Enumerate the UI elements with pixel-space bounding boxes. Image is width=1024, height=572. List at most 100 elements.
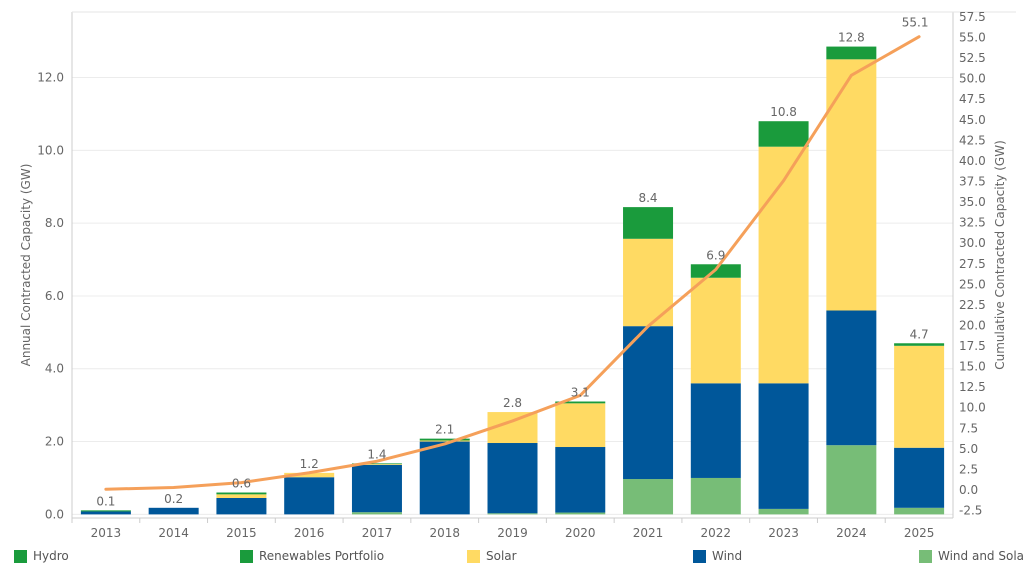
bar-segment[interactable] [80,510,131,512]
total-label: 2.1 [435,423,454,437]
total-label: 6.9 [706,248,725,262]
bar-segment[interactable] [894,507,945,515]
bars [80,46,945,515]
bar-segment[interactable] [216,494,267,498]
x-tick-label: 2024 [836,526,867,540]
x-tick-label: 2019 [497,526,528,540]
bar-segment[interactable] [419,438,470,441]
legend-item[interactable]: Solar [467,548,517,564]
y-tick-label: 4.0 [45,362,64,376]
bar-segment[interactable] [894,345,945,448]
y-right-tick-label: 30.0 [959,236,986,250]
y-tick-label: 2.0 [45,435,64,449]
total-label: 4.7 [910,327,929,341]
legend: Hydro Renewables Portfolio Solar Wind Wind a… [0,544,1024,568]
legend-item[interactable]: Wind [693,548,742,564]
x-tick-label: 2015 [226,526,257,540]
x-tick-label: 2014 [158,526,189,540]
bar-segment[interactable] [80,511,131,515]
bar-segment[interactable] [487,513,538,515]
x-tick-label: 2018 [429,526,460,540]
bar-segment[interactable] [826,445,877,515]
legend-label: Renewables Portfolio [259,549,385,563]
y-right-tick-label: 17.5 [959,339,986,353]
y-tick-label: 12.0 [37,71,64,85]
y-right-tick-label: 50.0 [959,72,986,86]
legend-label: Hydro [33,549,69,563]
y-right-tick-label: 42.5 [959,133,986,147]
legend-label: Solar [486,549,517,563]
total-label: 12.8 [838,31,865,45]
bar-segment[interactable] [555,447,606,513]
bar-segment[interactable] [826,46,877,60]
legend-swatch [240,549,253,563]
bar-segment[interactable] [623,479,674,515]
bar-segment[interactable] [758,121,809,147]
x-tick-label: 2021 [633,526,664,540]
bar-segment[interactable] [284,477,335,515]
legend-item[interactable]: Renewables Portfolio [240,548,384,564]
gridlines [72,77,953,515]
bar-segment[interactable] [216,497,267,515]
bar-segment[interactable] [351,464,402,513]
cumulative-line-path[interactable] [104,35,921,491]
legend-swatch [693,549,706,563]
legend-label: Wind [712,549,743,563]
bar-segment[interactable] [419,440,470,442]
total-label: 8.4 [638,191,657,205]
total-label: 0.1 [96,494,115,508]
bar-segment[interactable] [758,508,809,515]
bar-segment[interactable] [555,403,606,448]
y-right-tick-label: 25.0 [959,277,986,291]
y-right-tick-label: 57.5 [959,10,986,24]
bar-segment[interactable] [623,326,674,480]
y-right-tick-label: 0.0 [959,483,978,497]
legend-item[interactable]: Hydro [14,548,69,564]
y-right-tick-label: 47.5 [959,92,986,106]
y-tick-label: 8.0 [45,216,64,230]
bar-segment[interactable] [826,59,877,311]
bar-segment[interactable] [826,310,877,446]
bar-segment[interactable] [690,477,741,515]
y-axis-right-title: Cumulative Contracted Capacity (GW) [993,140,1007,370]
bar-segment[interactable] [623,207,674,239]
bar-segment[interactable] [690,277,741,384]
bar-segment[interactable] [758,383,809,509]
y-right-tick-label: 27.5 [959,257,986,271]
bar-segment[interactable] [351,464,402,465]
bar-segment[interactable] [351,512,402,515]
bar-segment[interactable] [894,343,945,346]
total-label: 0.2 [164,492,183,506]
bar-segment[interactable] [216,492,267,495]
y-right-tick-label: 20.0 [959,318,986,332]
y-right-tick-label: 15.0 [959,360,986,374]
y-right-tick-label: 35.0 [959,195,986,209]
bar-segment[interactable] [894,447,945,508]
bar-segment[interactable] [487,443,538,514]
x-tick-label: 2017 [362,526,393,540]
y-right-tick-label: 52.5 [959,51,986,65]
bar-segment[interactable] [555,401,606,404]
legend-swatch [467,549,480,563]
bar-segment[interactable] [690,383,741,478]
y-right-tick-label: 2.5 [959,462,978,476]
y-right-tick-label: 10.0 [959,401,986,415]
x-tick-label: 2016 [294,526,325,540]
bar-segment[interactable] [148,507,199,515]
bar-segment[interactable] [419,441,470,515]
legend-label: Wind and Solar [938,549,1024,563]
legend-item[interactable]: Wind and Solar [919,548,1024,564]
data-labels: 0.1 0.2 0.6 1.2 1.4 2.1 2.8 3.1 8.4 6.9 10.8 12.8 4.… [96,16,928,509]
y-right-tick-label: 40.0 [959,154,986,168]
y-right-tick-label: -2.5 [959,504,982,518]
total-label: 10.8 [770,105,797,119]
y-right-tick-label: 55.0 [959,31,986,45]
bar-segment[interactable] [284,472,335,478]
line-end-label: 55.1 [902,16,929,30]
x-tick-label: 2013 [91,526,122,540]
bar-segment[interactable] [351,463,402,465]
bar-segment[interactable] [758,146,809,384]
y-right-tick-label: 22.5 [959,298,986,312]
bar-segment[interactable] [555,512,606,515]
